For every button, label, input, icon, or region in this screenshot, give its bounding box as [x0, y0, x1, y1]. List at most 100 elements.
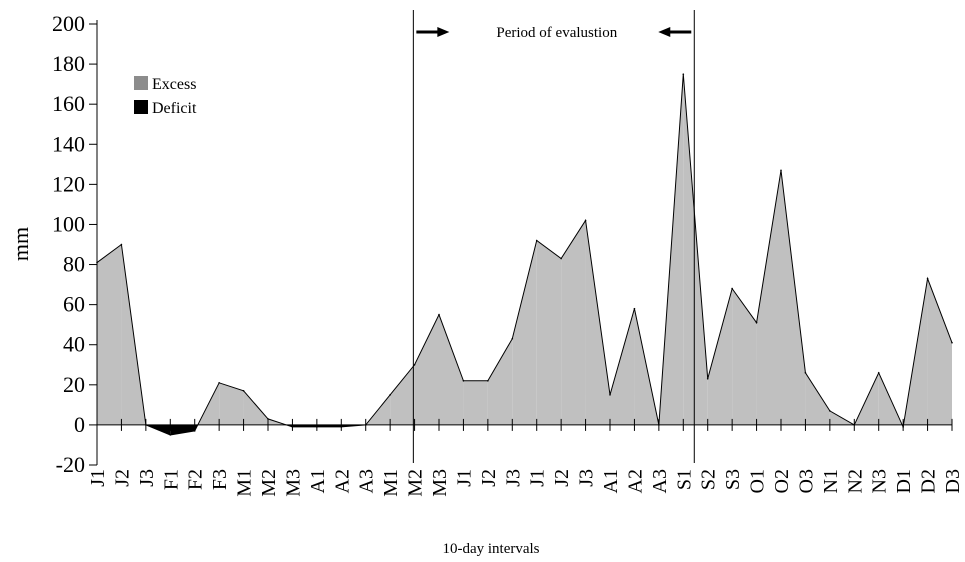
x-axis-title: 10-day intervals [442, 541, 539, 557]
evaluation-period: Period of evalustion [412, 10, 695, 463]
x-tick-label: D3 [942, 469, 964, 493]
excess-area-segment [561, 220, 586, 425]
excess-area-segment [585, 220, 610, 425]
right-arrow-icon [437, 27, 450, 37]
data-point [755, 321, 758, 324]
x-tick-label: A3 [356, 469, 378, 493]
x-tick-label: O1 [747, 469, 769, 493]
x-tick-label: J1 [453, 469, 475, 487]
x-tick-label: J2 [111, 469, 133, 487]
x-tick-label: N2 [844, 469, 866, 493]
excess-area-segment [390, 364, 415, 425]
y-tick-label: 0 [74, 412, 85, 437]
data-point [389, 394, 391, 396]
y-tick-label: 80 [63, 252, 85, 277]
data-point [535, 239, 538, 242]
excess-area-segment [683, 74, 708, 425]
data-point [487, 380, 489, 382]
data-point [804, 371, 807, 374]
data-point [926, 277, 929, 280]
excess-area-segment [463, 380, 488, 425]
data-point [706, 378, 709, 380]
x-tick-label: J2 [551, 469, 573, 487]
x-tick-label: J3 [502, 469, 524, 487]
x-tick-label: O2 [771, 469, 793, 493]
left-arrow-icon [658, 27, 671, 37]
legend-label: Deficit [152, 100, 197, 117]
data-point [120, 243, 123, 246]
x-tick-label: A2 [331, 469, 353, 493]
x-tick-label: F3 [209, 469, 231, 490]
data-point [829, 410, 831, 412]
excess-area-segment [732, 288, 757, 425]
data-point [877, 371, 880, 374]
x-tick-label: O3 [795, 469, 817, 493]
y-tick-label: 140 [52, 131, 85, 156]
data-point [780, 169, 782, 172]
axes [96, 20, 952, 465]
x-tick-label: M2 [405, 469, 427, 497]
x-tick-label: A1 [600, 469, 622, 493]
y-axis-title: mm [8, 227, 33, 261]
excess-area-segment [536, 240, 562, 425]
data-point [413, 363, 416, 366]
excess-area-segment [414, 314, 439, 425]
x-ticks: J1 J2 J3 F1 F2 F3 M1 M2 M3 A1 A2 A3 M1 M2 M3 J1 J2 J3 J1 J2… [87, 418, 964, 497]
excess-area-segment [707, 288, 733, 425]
y-tick-label: 160 [52, 91, 85, 116]
y-tick-label: 120 [52, 171, 85, 196]
data-point [682, 73, 685, 75]
data-point [609, 394, 611, 396]
excess-area-segment [927, 278, 952, 425]
y-tick-label: 200 [52, 11, 85, 36]
data-point [584, 219, 587, 222]
y-tick-label: 60 [63, 292, 85, 317]
data-point [242, 390, 245, 392]
legend-swatch [134, 76, 148, 90]
y-tick-label: 100 [52, 211, 85, 236]
excess-area-segment [219, 382, 244, 425]
x-tick-label: J3 [136, 469, 158, 487]
data-point [438, 313, 440, 316]
excess-area-segment [756, 170, 781, 425]
data-point [633, 307, 636, 310]
x-tick-label: M3 [282, 469, 304, 497]
excess-area-segment [439, 314, 464, 425]
legend-label: Excess [152, 76, 196, 93]
x-tick-label: M1 [234, 469, 256, 497]
x-tick-label: F2 [185, 469, 207, 490]
excess-area-segment [805, 372, 830, 425]
excess-area-segment [512, 240, 537, 425]
legend-swatch [134, 100, 148, 114]
data-point [462, 380, 465, 382]
x-tick-label: S2 [698, 469, 720, 490]
data-point [731, 287, 733, 290]
x-tick-label: A1 [307, 469, 329, 493]
period-label: Period of evalustion [496, 25, 617, 41]
x-tick-label: M1 [380, 469, 402, 497]
excess-area-segment [97, 244, 122, 425]
x-tick-label: N3 [869, 469, 891, 493]
data-point [951, 341, 953, 344]
x-tick-label: N1 [820, 469, 842, 493]
y-tick-label: 40 [63, 332, 85, 357]
deficit-area-segment [292, 424, 317, 427]
series-line [96, 74, 953, 436]
excess-area-segment [487, 338, 513, 425]
data-point [511, 337, 514, 340]
y-tick-label: -20 [56, 452, 85, 477]
data-point [169, 434, 172, 436]
data-point [218, 382, 220, 384]
deficit-area-segment [170, 424, 195, 435]
x-tick-label: M3 [429, 469, 451, 497]
y-ticks: -20 0 20 40 60 80 100 120 140 160 180 200 [52, 11, 97, 477]
excess-area-segment [610, 308, 635, 425]
y-tick-label: 180 [52, 51, 85, 76]
deficit-area-segment [316, 424, 342, 427]
x-tick-label: A2 [624, 469, 646, 493]
x-tick-label: J1 [87, 469, 109, 487]
x-tick-label: J2 [478, 469, 500, 487]
x-tick-label: J3 [576, 469, 598, 487]
legend: Excess Deficit [134, 76, 197, 117]
